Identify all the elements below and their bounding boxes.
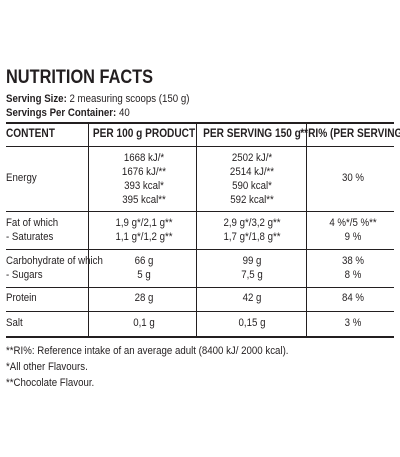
- cell: 1668 kJ/*: [123, 152, 165, 164]
- cell: 2,9 g*/3,2 g**: [223, 217, 281, 229]
- cell: 38 %: [341, 255, 365, 267]
- energy-per100: 1668 kJ/* 1676 kJ/** 393 kcal* 395 kcal*…: [122, 151, 166, 207]
- footnote-chocolate: **Chocolate Flavour.: [6, 377, 95, 389]
- protein-per100: 28 g: [134, 292, 154, 304]
- serving-size-value: 2 measuring scoops (150 g): [69, 93, 190, 105]
- fat-serving: 2,9 g*/3,2 g** 1,7 g*/1,8 g**: [223, 216, 280, 244]
- table-row-energy: Energy 1668 kJ/* 1676 kJ/** 393 kcal* 39…: [6, 147, 394, 211]
- protein-ri: 84 %: [341, 292, 365, 304]
- column-divider: [196, 250, 197, 287]
- cell: Fat of which: [6, 217, 59, 229]
- cell: 99 g: [242, 255, 262, 267]
- column-divider: [306, 250, 307, 287]
- top-rule: [6, 122, 394, 124]
- column-divider: [88, 212, 89, 249]
- column-divider: [306, 147, 307, 211]
- protein-serving: 42 g: [242, 292, 262, 304]
- rule: [6, 211, 394, 212]
- fat-labels: Fat of which - Saturates: [6, 216, 58, 244]
- cell: Carbohydrate of which: [6, 255, 103, 267]
- nutrition-facts-panel: NUTRITION FACTS Serving Size: 2 measurin…: [6, 67, 400, 391]
- cell: 4 %*/5 %**: [329, 217, 377, 229]
- column-divider: [196, 212, 197, 249]
- table-header: CONTENT PER 100 g PRODUCT PER SERVING 15…: [6, 124, 400, 146]
- rule: [6, 249, 394, 250]
- carb-ri: 38 % 8 %: [342, 254, 364, 282]
- table-row-fat: Fat of which - Saturates 1,9 g*/2,1 g** …: [6, 212, 394, 249]
- rule: [6, 311, 394, 312]
- serving-size: Serving Size: 2 measuring scoops (150 g): [6, 92, 347, 106]
- fat-ri: 4 %*/5 %** 9 %: [329, 216, 376, 244]
- rule: [6, 146, 394, 147]
- table-row-protein: Protein 28 g 42 g 84 %: [6, 288, 394, 311]
- carb-labels: Carbohydrate of which - Sugars: [6, 254, 103, 282]
- col-per100: PER 100 g PRODUCT: [92, 128, 196, 140]
- column-divider: [88, 124, 89, 146]
- column-divider: [88, 312, 89, 336]
- cell: 395 kcal**: [122, 194, 166, 206]
- cell: 2502 kJ/*: [231, 152, 273, 164]
- col-serving: PER SERVING 150 g: [203, 128, 301, 140]
- rule: [6, 287, 394, 288]
- cell: 8 %: [344, 269, 362, 281]
- serving-size-label: Serving Size:: [6, 93, 67, 105]
- protein-label: Protein: [6, 292, 37, 304]
- column-divider: [306, 124, 307, 146]
- salt-per100: 0,1 g: [133, 317, 155, 329]
- cell: 5 g: [137, 269, 151, 281]
- energy-ri: 30 %: [341, 172, 365, 184]
- cell: 592 kcal**: [230, 194, 274, 206]
- servings-per-container-label: Servings Per Container:: [6, 107, 117, 119]
- column-divider: [196, 288, 197, 311]
- table-row-carbohydrate: Carbohydrate of which - Sugars 66 g 5 g …: [6, 250, 394, 287]
- column-divider: [306, 288, 307, 311]
- column-divider: [306, 312, 307, 336]
- column-divider: [306, 212, 307, 249]
- column-divider: [88, 288, 89, 311]
- bottom-rule: [6, 336, 394, 338]
- energy-serving: 2502 kJ/* 2514 kJ/** 590 kcal* 592 kcal*…: [230, 151, 274, 207]
- column-divider: [88, 250, 89, 287]
- footnote-all-flavours: *All other Flavours.: [6, 361, 88, 373]
- cell: 9 %: [344, 231, 362, 243]
- servings-per-container-value: 40: [118, 107, 130, 119]
- col-ri: **RI% (PER SERVING): [300, 128, 400, 140]
- footnotes: **RI%: Reference intake of an average ad…: [6, 343, 347, 391]
- carb-per100: 66 g 5 g: [135, 254, 154, 282]
- table-row-salt: Salt 0,1 g 0,15 g 3 %: [6, 312, 394, 336]
- column-divider: [196, 312, 197, 336]
- cell: 1,9 g*/2,1 g**: [115, 217, 173, 229]
- cell: - Saturates: [6, 231, 54, 243]
- column-divider: [88, 147, 89, 211]
- cell: 1,7 g*/1,8 g**: [223, 231, 281, 243]
- cell: 2514 kJ/**: [229, 166, 275, 178]
- nutrition-title: NUTRITION FACTS: [6, 67, 154, 88]
- footnote-ri: **RI%: Reference intake of an average ad…: [6, 345, 289, 357]
- carb-serving: 99 g 7,5 g: [241, 254, 263, 282]
- column-divider: [196, 124, 197, 146]
- salt-ri: 3 %: [344, 317, 362, 329]
- salt-serving: 0,15 g: [238, 317, 266, 329]
- cell: 1676 kJ/**: [121, 166, 167, 178]
- col-content: CONTENT: [6, 128, 55, 140]
- cell: 393 kcal*: [124, 180, 164, 192]
- cell: 7,5 g: [241, 269, 263, 281]
- energy-label: Energy: [6, 172, 37, 184]
- cell: - Sugars: [6, 269, 43, 281]
- column-divider: [196, 147, 197, 211]
- servings-per-container: Servings Per Container: 40: [6, 106, 347, 120]
- cell: 590 kcal*: [232, 180, 272, 192]
- salt-label: Salt: [6, 317, 23, 329]
- fat-per100: 1,9 g*/2,1 g** 1,1 g*/1,2 g**: [115, 216, 172, 244]
- cell: 66 g: [134, 255, 154, 267]
- cell: 1,1 g*/1,2 g**: [115, 231, 173, 243]
